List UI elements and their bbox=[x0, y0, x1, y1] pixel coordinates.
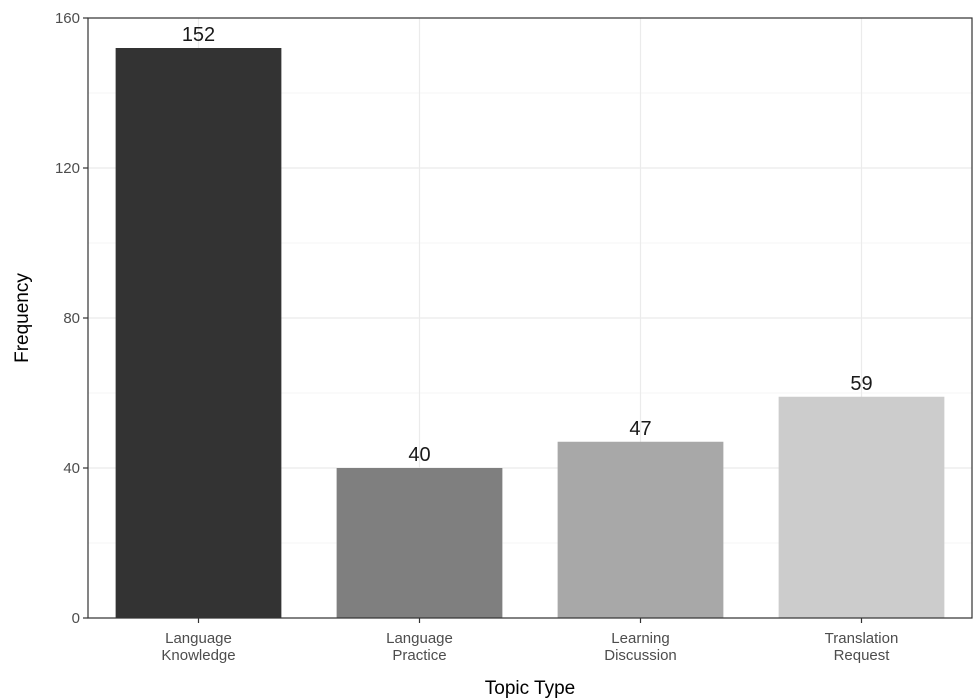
x-tick-label-line: Learning bbox=[611, 630, 669, 647]
x-tick-label-line: Language bbox=[386, 630, 453, 647]
y-tick-label: 40 bbox=[63, 460, 80, 477]
bars bbox=[115, 48, 945, 618]
bar-value-label: 47 bbox=[629, 418, 651, 440]
bar-value-label: 40 bbox=[408, 444, 430, 466]
x-tick-label: Language Practice bbox=[386, 630, 453, 664]
x-tick-label: Learning Discussion bbox=[604, 630, 677, 664]
data-labels: 152 40 47 59 bbox=[182, 24, 873, 466]
bar bbox=[115, 48, 282, 618]
x-tick-label: Language Knowledge bbox=[161, 630, 235, 664]
y-tick-label: 120 bbox=[55, 160, 80, 177]
x-tick-label-line: Translation bbox=[825, 630, 899, 647]
bar-value-label: 59 bbox=[850, 373, 872, 395]
y-axis: 0 40 80 120 160 bbox=[55, 10, 88, 627]
x-tick-label-line: Request bbox=[834, 647, 891, 664]
x-tick-label-line: Discussion bbox=[604, 647, 677, 664]
x-tick-label-line: Knowledge bbox=[161, 647, 235, 664]
bar bbox=[336, 468, 503, 618]
x-tick-label-line: Language bbox=[165, 630, 232, 647]
bar-value-label: 152 bbox=[182, 24, 215, 46]
y-tick-label: 80 bbox=[63, 310, 80, 327]
x-axis-title: Topic Type bbox=[485, 678, 575, 698]
y-tick-label: 0 bbox=[72, 610, 80, 627]
bar bbox=[778, 396, 945, 618]
y-axis-title: Frequency bbox=[12, 273, 33, 363]
x-tick-label-line: Practice bbox=[392, 647, 446, 664]
y-tick-label: 160 bbox=[55, 10, 80, 27]
bar bbox=[557, 441, 724, 618]
x-tick-label: Translation Request bbox=[825, 630, 899, 664]
